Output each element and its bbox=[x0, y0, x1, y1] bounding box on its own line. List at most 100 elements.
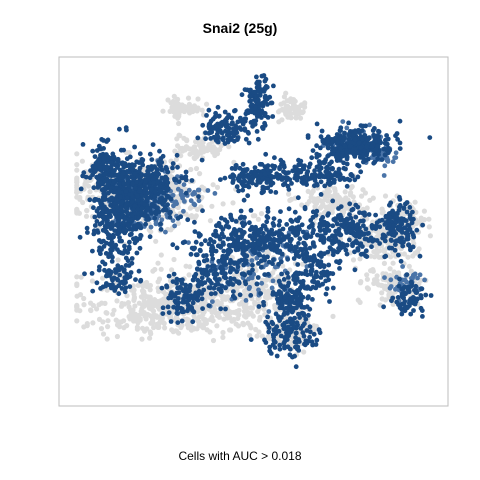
scatter-point bbox=[245, 193, 251, 199]
scatter-point bbox=[265, 206, 271, 211]
scatter-point bbox=[233, 321, 239, 327]
scatter-point bbox=[247, 284, 253, 290]
scatter-point bbox=[241, 230, 247, 235]
scatter-point bbox=[174, 152, 180, 158]
scatter-point bbox=[225, 247, 231, 253]
scatter-point bbox=[318, 179, 324, 185]
scatter-point bbox=[361, 156, 366, 162]
scatter-point bbox=[81, 324, 87, 330]
scatter-point bbox=[206, 277, 211, 283]
scatter-point bbox=[306, 198, 312, 204]
scatter-point bbox=[263, 283, 269, 289]
scatter-point bbox=[240, 320, 246, 326]
scatter-point bbox=[355, 246, 361, 251]
scatter-point bbox=[323, 193, 329, 199]
scatter-point bbox=[305, 295, 311, 301]
scatter-point bbox=[158, 198, 164, 204]
scatter-point bbox=[114, 298, 120, 304]
scatter-point bbox=[98, 326, 105, 332]
scatter-point bbox=[181, 182, 187, 188]
scatter-point bbox=[144, 283, 150, 290]
scatter-point bbox=[210, 182, 216, 188]
scatter-point bbox=[183, 190, 189, 196]
scatter-point bbox=[144, 326, 150, 332]
scatter-point bbox=[281, 277, 287, 282]
scatter-point bbox=[147, 166, 153, 172]
scatter-point bbox=[102, 197, 107, 202]
scatter-point bbox=[284, 222, 290, 227]
scatter-point bbox=[223, 306, 228, 312]
scatter-point bbox=[137, 151, 143, 157]
scatter-point bbox=[292, 290, 298, 296]
scatter-point bbox=[187, 151, 193, 157]
scatter-point bbox=[144, 206, 150, 211]
scatter-point bbox=[144, 300, 150, 306]
scatter-point bbox=[329, 151, 334, 157]
scatter-point bbox=[129, 256, 135, 261]
scatter-point bbox=[232, 261, 237, 266]
scatter-point bbox=[274, 246, 280, 252]
scatter-point bbox=[188, 104, 194, 111]
scatter-point bbox=[117, 238, 123, 244]
scatter-point bbox=[400, 264, 405, 269]
chart-title: Snai2 (25g) bbox=[202, 20, 278, 36]
scatter-point bbox=[421, 208, 427, 214]
scatter-point bbox=[225, 137, 231, 142]
scatter-point bbox=[257, 246, 262, 252]
scatter-point bbox=[158, 252, 164, 258]
scatter-point bbox=[332, 186, 338, 192]
scatter-point bbox=[192, 219, 197, 225]
scatter-point bbox=[74, 162, 80, 168]
scatter-point bbox=[371, 280, 377, 286]
scatter-point bbox=[97, 165, 103, 171]
scatter-point bbox=[195, 135, 201, 141]
scatter-point bbox=[420, 222, 425, 228]
scatter-point bbox=[221, 242, 226, 247]
scatter-point bbox=[288, 217, 294, 223]
scatter-point bbox=[356, 140, 362, 146]
scatter-point bbox=[192, 147, 198, 153]
scatter-point bbox=[126, 239, 132, 245]
scatter-point bbox=[210, 256, 216, 262]
plot-panel-border bbox=[58, 56, 449, 407]
scatter-point bbox=[398, 258, 404, 264]
scatter-point bbox=[295, 170, 301, 176]
scatter-point bbox=[336, 230, 342, 236]
scatter-point bbox=[329, 175, 334, 181]
scatter-point bbox=[85, 230, 90, 235]
scatter-point bbox=[92, 223, 98, 228]
scatter-point bbox=[171, 256, 177, 263]
scatter-point bbox=[379, 296, 385, 302]
scatter-point bbox=[153, 299, 159, 305]
scatter-point bbox=[412, 271, 418, 277]
scatter-point bbox=[347, 177, 353, 183]
scatter-point bbox=[114, 197, 119, 203]
scatter-point bbox=[366, 212, 372, 217]
scatter-point bbox=[212, 191, 218, 196]
scatter-point bbox=[79, 158, 85, 164]
scatter-point bbox=[241, 183, 246, 189]
scatter-point bbox=[230, 180, 236, 185]
scatter-point bbox=[280, 263, 286, 269]
scatter-point bbox=[116, 181, 122, 187]
scatter-point bbox=[265, 314, 270, 320]
scatter-point bbox=[216, 113, 222, 119]
scatter-point bbox=[137, 236, 143, 241]
scatter-point bbox=[113, 172, 119, 178]
scatter-point bbox=[115, 165, 120, 170]
scatter-point bbox=[123, 228, 129, 234]
scatter-point bbox=[297, 236, 303, 242]
scatter-point bbox=[251, 249, 257, 255]
scatter-point bbox=[189, 178, 195, 183]
scatter-point bbox=[387, 266, 393, 272]
scatter-point bbox=[109, 173, 114, 179]
scatter-point bbox=[101, 156, 107, 162]
scatter-point bbox=[297, 115, 304, 121]
scatter-point bbox=[228, 265, 234, 270]
scatter-point bbox=[353, 214, 359, 220]
scatter-point bbox=[344, 154, 350, 160]
scatter-point bbox=[147, 287, 153, 293]
scatter-point bbox=[108, 202, 113, 208]
scatter-point bbox=[185, 95, 192, 101]
scatter-point bbox=[358, 169, 364, 175]
